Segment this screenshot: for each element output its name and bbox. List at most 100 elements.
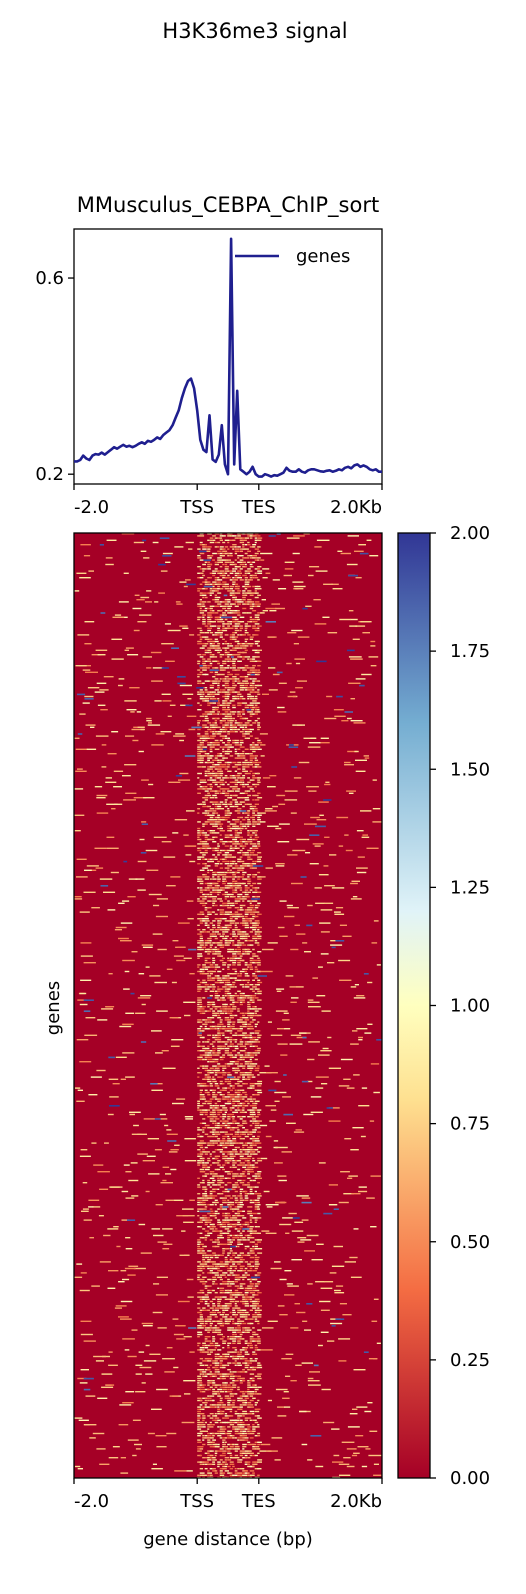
heatmap-cell: [212, 706, 217, 709]
heatmap-cell: [254, 1265, 259, 1267]
heatmap-cell: [254, 687, 257, 689]
heatmap-cell: [202, 755, 206, 757]
heatmap-cell: [137, 726, 145, 728]
heatmap-cell: [232, 1087, 235, 1089]
heatmap-cell: [197, 748, 202, 750]
heatmap-cell: [219, 759, 225, 761]
heatmap-cell: [217, 777, 222, 779]
heatmap-cell: [237, 1085, 241, 1087]
heatmap-cell: [244, 1023, 247, 1025]
heatmap-cell: [209, 1204, 214, 1206]
heatmap-cell: [207, 1100, 212, 1102]
heatmap-cell: [209, 612, 215, 614]
heatmap-cell: [141, 1003, 146, 1006]
heatmap-cell: [83, 555, 91, 557]
heatmap-cell: [197, 834, 202, 836]
heatmap-cell: [214, 856, 218, 858]
heatmap-cell: [197, 662, 200, 665]
heatmap-cell: [344, 764, 354, 766]
heatmap-cell: [202, 1171, 206, 1173]
heatmap-cell: [227, 643, 230, 645]
heatmap-cell: [234, 1028, 238, 1030]
heatmap-cell: [120, 1270, 127, 1272]
heatmap-cell: [331, 1265, 345, 1267]
heatmap-cell: [244, 1072, 249, 1074]
heatmap-cell: [217, 733, 222, 735]
heatmap-cell: [356, 995, 365, 997]
heatmap-cell: [108, 1078, 119, 1080]
heatmap-cell: [239, 1201, 243, 1204]
heatmap-cell: [199, 1232, 203, 1234]
heatmap-cell: [199, 656, 204, 658]
heatmap-cell: [234, 783, 238, 786]
heatmap-cell: [224, 735, 228, 737]
heatmap-cell: [219, 775, 223, 777]
heatmap-cell: [252, 658, 256, 660]
heatmap-cell: [229, 849, 235, 852]
heatmap-cell: [219, 1151, 224, 1153]
heatmap-cell: [252, 1175, 257, 1177]
heatmap-cell: [252, 691, 256, 693]
heatmap-cell: [212, 1215, 217, 1217]
heatmap-cell: [197, 1085, 200, 1087]
heatmap-cell: [237, 869, 241, 871]
heatmap-cell: [217, 693, 220, 695]
heatmap-cell: [259, 733, 268, 735]
heatmap-cell: [207, 975, 212, 977]
heatmap-cell: [219, 636, 223, 638]
heatmap-cell: [244, 1019, 250, 1021]
heatmap-cell: [247, 1008, 251, 1010]
heatmap-cell: [230, 1245, 236, 1248]
heatmap-cell: [214, 929, 220, 931]
heatmap-cell: [242, 882, 246, 885]
heatmap-cell: [224, 750, 228, 753]
heatmap-cell: [234, 618, 239, 621]
heatmap-cell: [202, 1256, 205, 1259]
heatmap-cell: [224, 761, 229, 764]
heatmap-cell: [244, 913, 249, 915]
heatmap-cell: [219, 1023, 224, 1025]
heatmap-cell: [219, 997, 224, 999]
heatmap-cell: [252, 775, 255, 777]
heatmap-cell: [217, 577, 220, 579]
heatmap-cell: [204, 1164, 208, 1166]
heatmap-cell: [242, 1023, 247, 1025]
heatmap-cell: [234, 1039, 238, 1041]
heatmap-cell: [229, 1107, 234, 1109]
heatmap-cell: [207, 1259, 211, 1261]
heatmap-cell: [237, 660, 242, 662]
heatmap-cell: [214, 1102, 218, 1105]
heatmap-cell: [274, 1091, 287, 1094]
heatmap-cell: [257, 1034, 262, 1036]
heatmap-cell: [242, 838, 246, 841]
heatmap-cell: [249, 779, 254, 781]
heatmap-cell: [229, 1217, 233, 1219]
heatmap-cell: [244, 684, 248, 687]
heatmap-cell: [74, 737, 80, 739]
heatmap-cell: [227, 803, 233, 805]
heatmap-cell: [219, 816, 225, 819]
heatmap-cell: [348, 1175, 358, 1177]
heatmap-cell: [224, 1098, 230, 1100]
heatmap-cell: [224, 926, 229, 929]
heatmap-cell: [229, 1127, 235, 1129]
heatmap-cell: [232, 777, 237, 779]
heatmap-cell: [197, 1003, 200, 1006]
heatmap-cell: [229, 836, 235, 838]
heatmap-cell: [239, 843, 243, 845]
heatmap-cell: [232, 1102, 236, 1105]
heatmap-cell: [227, 1138, 231, 1140]
heatmap-cell: [202, 1098, 206, 1100]
heatmap-cell: [257, 975, 267, 977]
heatmap-cell: [214, 667, 219, 669]
heatmap-cell: [234, 944, 238, 946]
heatmap-cell: [202, 1182, 205, 1184]
heatmap-cell: [217, 552, 220, 555]
heatmap-cell: [358, 544, 366, 546]
heatmap-cell: [217, 1265, 220, 1267]
heatmap-cell: [82, 669, 91, 671]
heatmap-cell: [358, 1190, 368, 1193]
heatmap-cell: [209, 977, 214, 979]
heatmap-cell: [197, 1149, 201, 1151]
heatmap-cell: [254, 933, 257, 935]
